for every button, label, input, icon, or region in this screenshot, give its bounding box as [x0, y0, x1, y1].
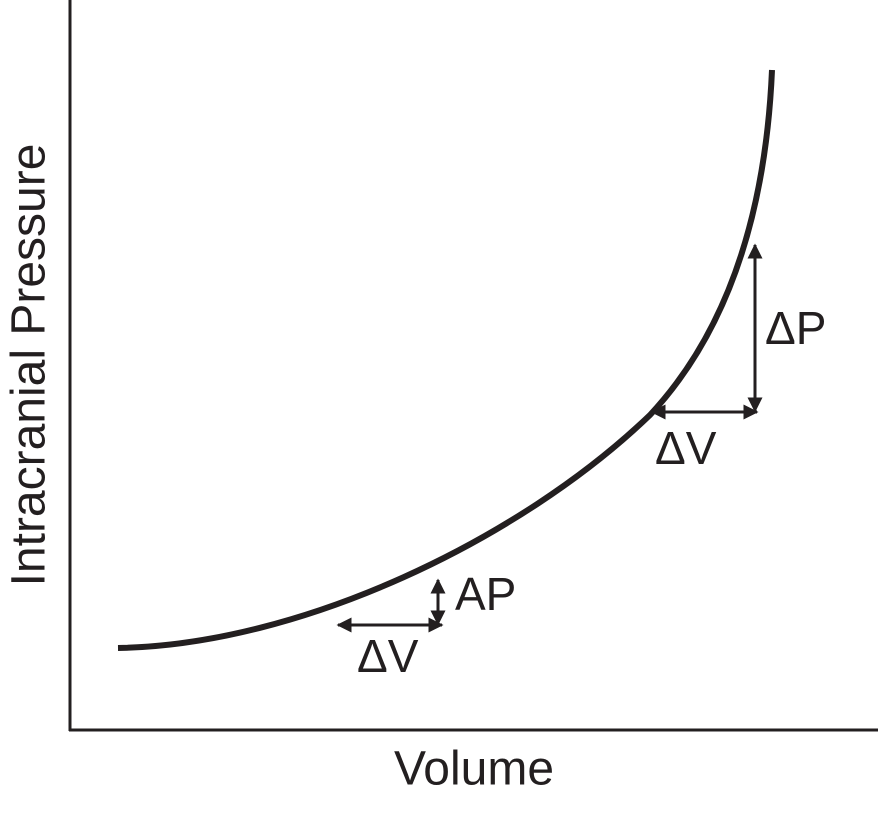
lower-arrows [336, 578, 446, 633]
annotation: ΔV [357, 630, 419, 682]
annotation: ΔP [765, 302, 826, 354]
upper-arrows [650, 243, 763, 420]
y-axis-label: Intracranial Pressure [3, 144, 56, 587]
annotation: ΔV [655, 422, 717, 474]
axes [68, 0, 878, 732]
pressure-volume-curve [117, 69, 775, 651]
annotation: AP [455, 568, 516, 620]
x-axis-label: Volume [394, 743, 554, 796]
